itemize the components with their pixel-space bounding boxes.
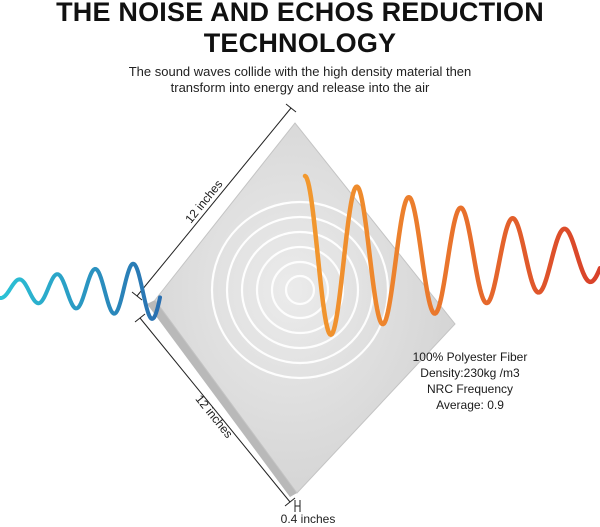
description-line-1: The sound waves collide with the high de… (128, 64, 472, 79)
ripple-ring (255, 245, 345, 335)
dimension-tick (134, 313, 146, 323)
headline-line-1: THE NOISE AND ECHOS REDUCTION (56, 0, 544, 27)
panel-side-face (147, 300, 297, 497)
spec-nrc-label: NRC Frequency (426, 382, 514, 396)
ripple-ring (270, 260, 330, 320)
dimension-line-top (136, 107, 292, 297)
ripple-ring (210, 200, 390, 380)
dimension-tick (131, 291, 143, 301)
spec-material: 100% Polyester Fiber (412, 350, 528, 364)
thickness-label: 0.4 inches (281, 512, 336, 526)
spec-nrc-average: Average: 0.9 (436, 398, 504, 412)
specs-block: 100% Polyester Fiber Density:230kg /m3 N… (405, 349, 535, 413)
dimension-tick (284, 497, 296, 507)
acoustic-panel (154, 122, 456, 494)
description-line-2: transform into energy and release into t… (170, 80, 430, 95)
dimension-tick (285, 103, 297, 113)
incoming-sound-wave (0, 261, 162, 321)
ripple-ring (284, 274, 316, 306)
dimension-line-bottom (139, 317, 291, 503)
spec-density: Density:230kg /m3 (420, 366, 520, 380)
outgoing-sound-wave (302, 173, 600, 337)
ripple-ring (240, 230, 360, 350)
ripple-rings (210, 200, 390, 380)
headline-line-2: TECHNOLOGY (203, 28, 397, 58)
